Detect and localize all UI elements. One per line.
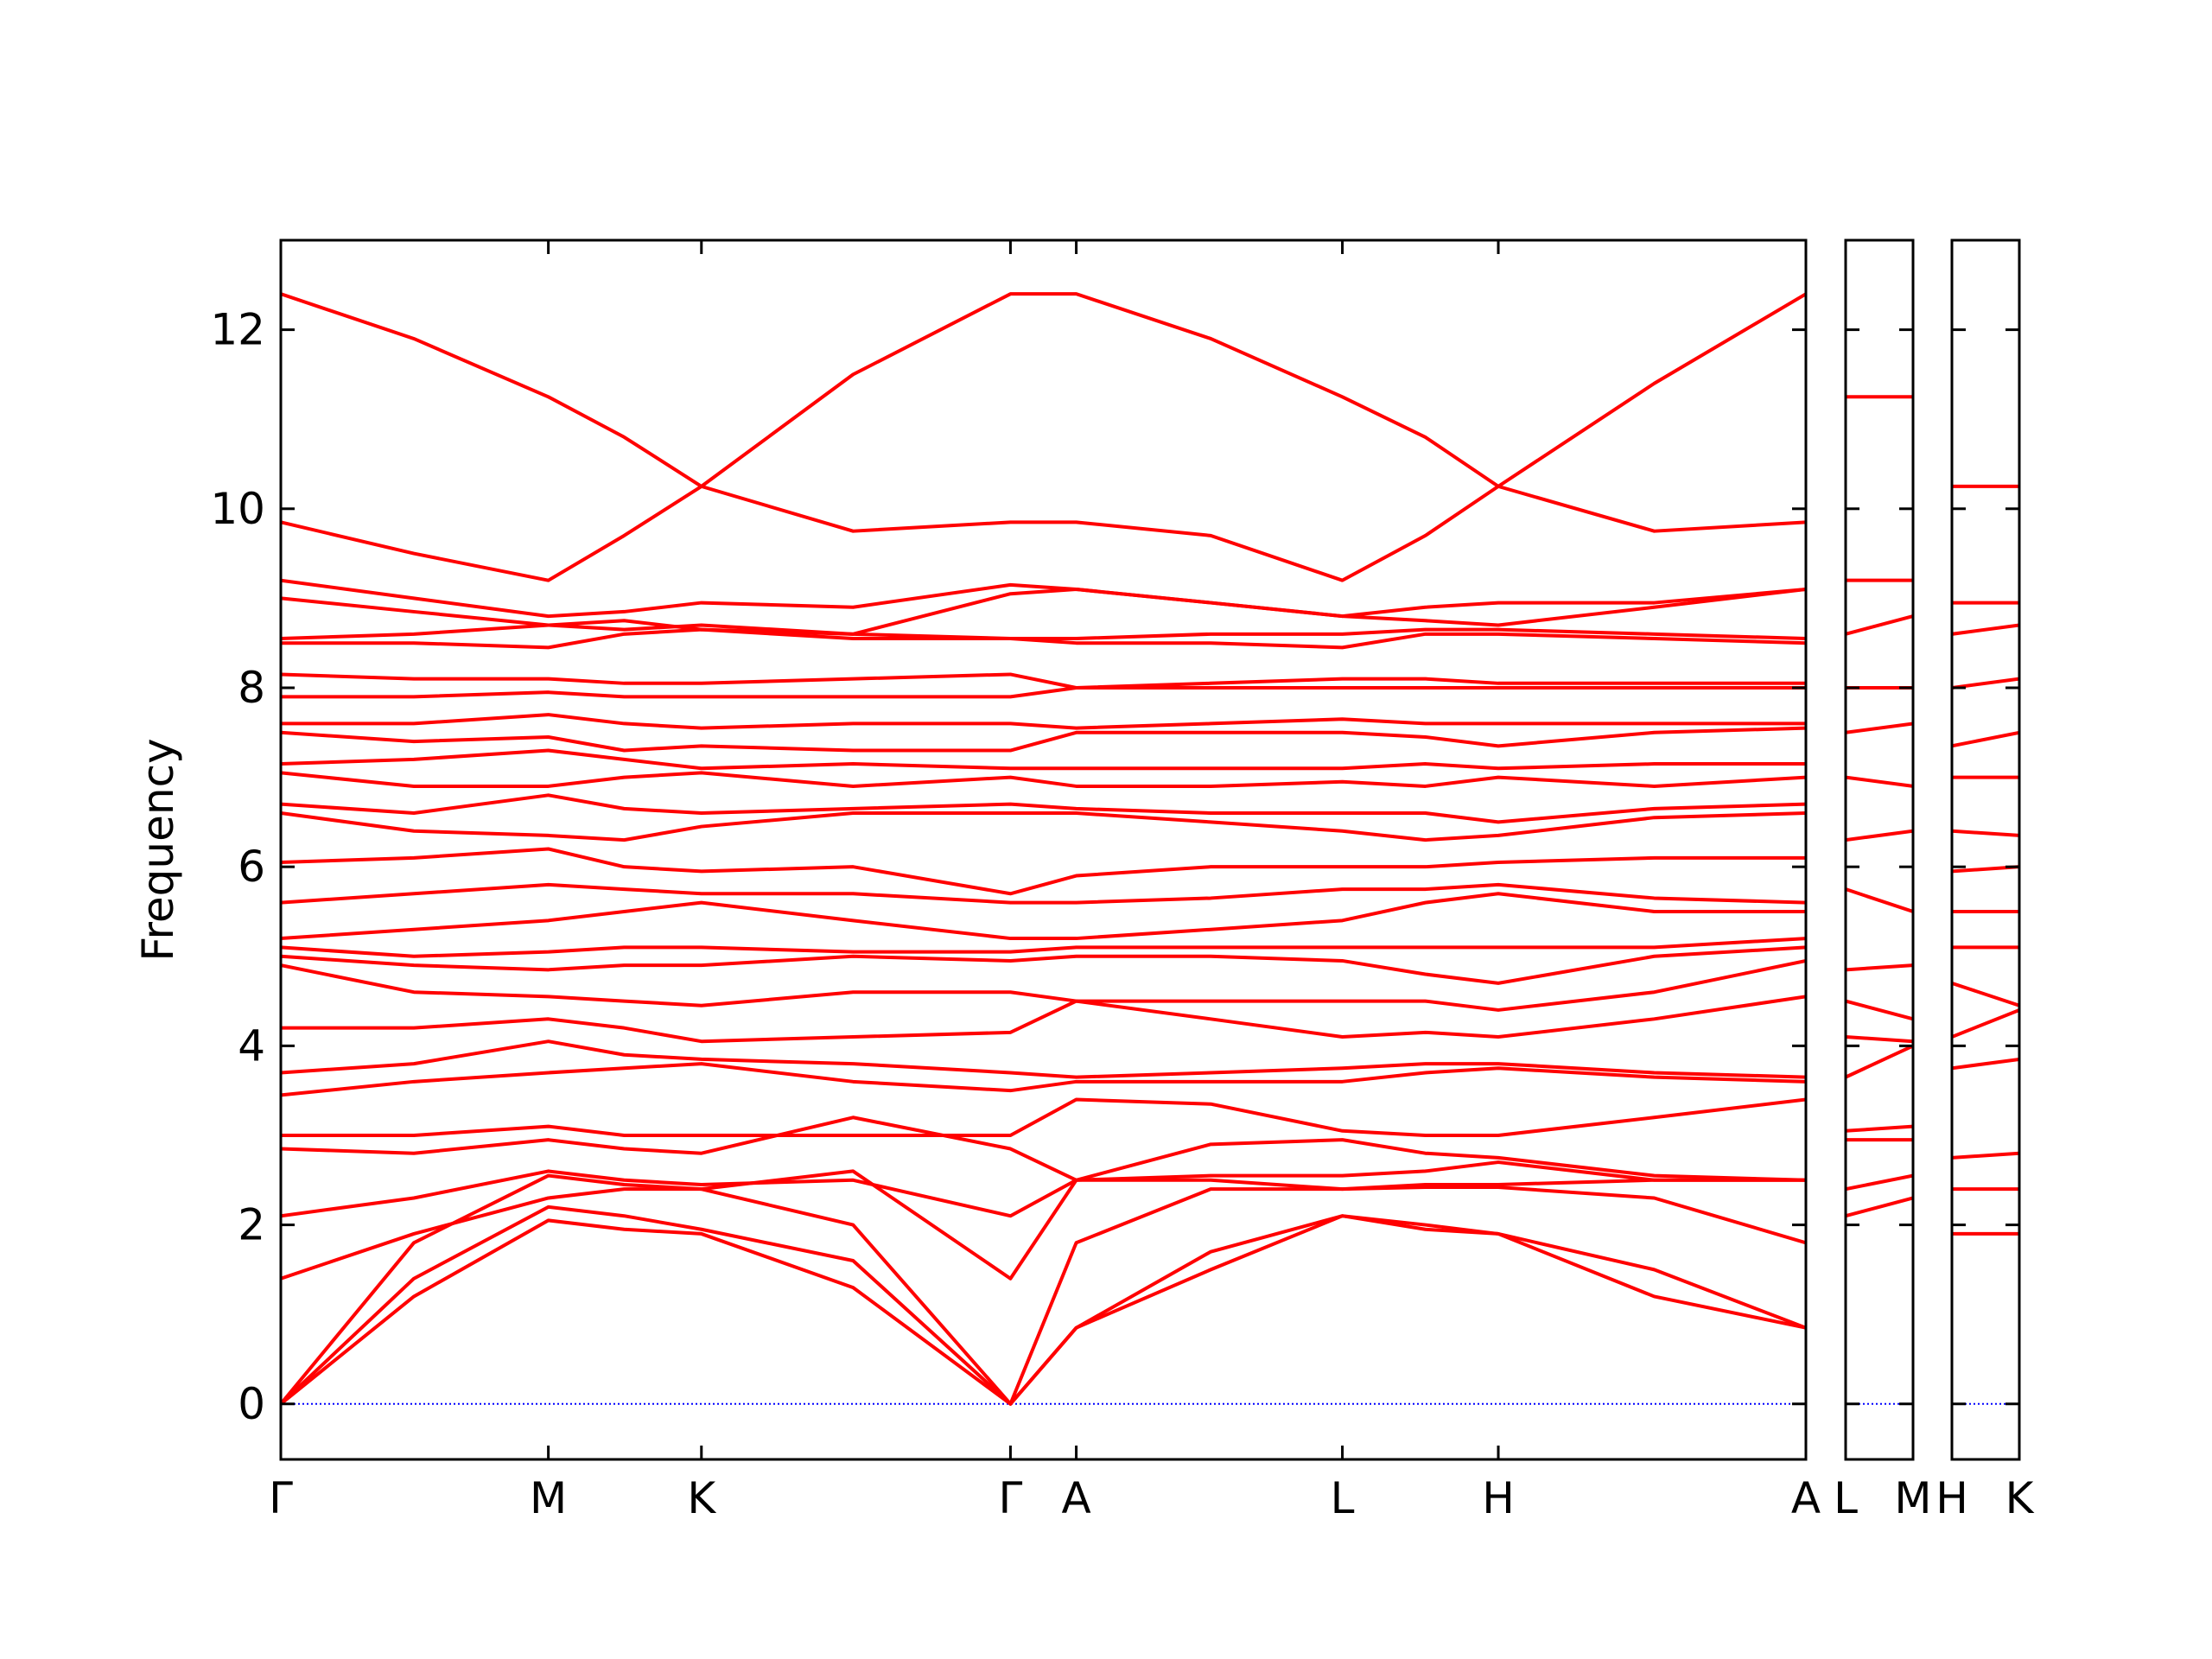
- x-tick-label: M: [530, 1473, 567, 1523]
- band-line: [1846, 963, 1913, 972]
- band-line: [1952, 730, 2019, 748]
- y-tick-label: 2: [238, 1200, 265, 1250]
- band-line: [1846, 1173, 1913, 1192]
- band-line: [281, 945, 1806, 985]
- band-line: [1952, 1008, 2019, 1039]
- band-line: [281, 713, 1806, 730]
- band-line: [1846, 1044, 1913, 1079]
- bands: [1846, 395, 1913, 1218]
- band-line: [281, 1097, 1806, 1137]
- x-tick-label: K: [687, 1473, 716, 1523]
- band-line: [281, 882, 1806, 905]
- band-line: [1952, 677, 2019, 690]
- band-line: [1846, 775, 1913, 788]
- band-line: [281, 292, 1806, 488]
- band-line: [281, 1062, 1806, 1097]
- band-line: [1846, 1124, 1913, 1133]
- band-line: [281, 1160, 1806, 1218]
- band-line: [281, 1214, 1806, 1406]
- band-line: [281, 1205, 1806, 1406]
- band-line: [1846, 1035, 1913, 1044]
- x-tick-label: H: [1936, 1473, 1968, 1523]
- band-line: [281, 1173, 1806, 1406]
- band-line: [281, 811, 1806, 842]
- x-tick-label: Γ: [269, 1473, 293, 1523]
- band-line: [281, 578, 1806, 619]
- band-line: [1952, 623, 2019, 636]
- x-tick-label: A: [1061, 1473, 1090, 1523]
- band-line: [281, 892, 1806, 941]
- band-line: [281, 623, 1806, 650]
- bands: [281, 292, 1806, 1406]
- x-tick-label: Γ: [998, 1473, 1022, 1523]
- band-line: [281, 748, 1806, 771]
- band-line: [281, 771, 1806, 788]
- y-tick-label: 6: [238, 842, 265, 892]
- band-line: [281, 1116, 1806, 1182]
- band-line: [281, 937, 1806, 958]
- band-line: [281, 1039, 1806, 1079]
- band-line: [1846, 721, 1913, 734]
- band-line: [281, 685, 1806, 699]
- plot-frame: [1950, 238, 2021, 1461]
- band-line: [1952, 981, 2019, 1007]
- band-line: [1952, 829, 2019, 837]
- band-line: [281, 588, 1806, 636]
- x-tick-label: A: [1791, 1473, 1821, 1523]
- band-line: [281, 484, 1806, 582]
- x-tick-label: L: [1834, 1473, 1858, 1523]
- band-line: [281, 726, 1806, 753]
- band-line: [1952, 1151, 2019, 1160]
- x-tick-label: K: [2005, 1473, 2035, 1523]
- y-tick-label: 4: [238, 1020, 265, 1071]
- band-line: [281, 959, 1806, 1012]
- band-line: [281, 793, 1806, 824]
- band-line: [281, 847, 1806, 896]
- band-line: [281, 1169, 1806, 1281]
- y-tick-label: 12: [210, 305, 265, 355]
- band-line: [1846, 829, 1913, 842]
- band-line: [1846, 999, 1913, 1021]
- y-axis-label: Frequency: [133, 738, 183, 961]
- band-line: [281, 672, 1806, 690]
- band-line: [1846, 1196, 1913, 1218]
- y-tick-label: 10: [210, 484, 265, 534]
- band-line: [1952, 1057, 2019, 1071]
- x-tick-label: L: [1331, 1473, 1355, 1523]
- band-line: [1846, 614, 1913, 636]
- plot-frame: [279, 238, 1808, 1461]
- x-tick-label: M: [1894, 1473, 1931, 1523]
- x-tick-label: H: [1482, 1473, 1515, 1523]
- band-line: [1846, 887, 1913, 913]
- band-line: [281, 627, 1806, 650]
- y-tick-label: 8: [238, 663, 265, 713]
- plot-frame: [1844, 238, 1915, 1461]
- band-line: [281, 995, 1806, 1044]
- bands: [1952, 484, 2019, 1236]
- y-tick-label: 0: [238, 1379, 265, 1429]
